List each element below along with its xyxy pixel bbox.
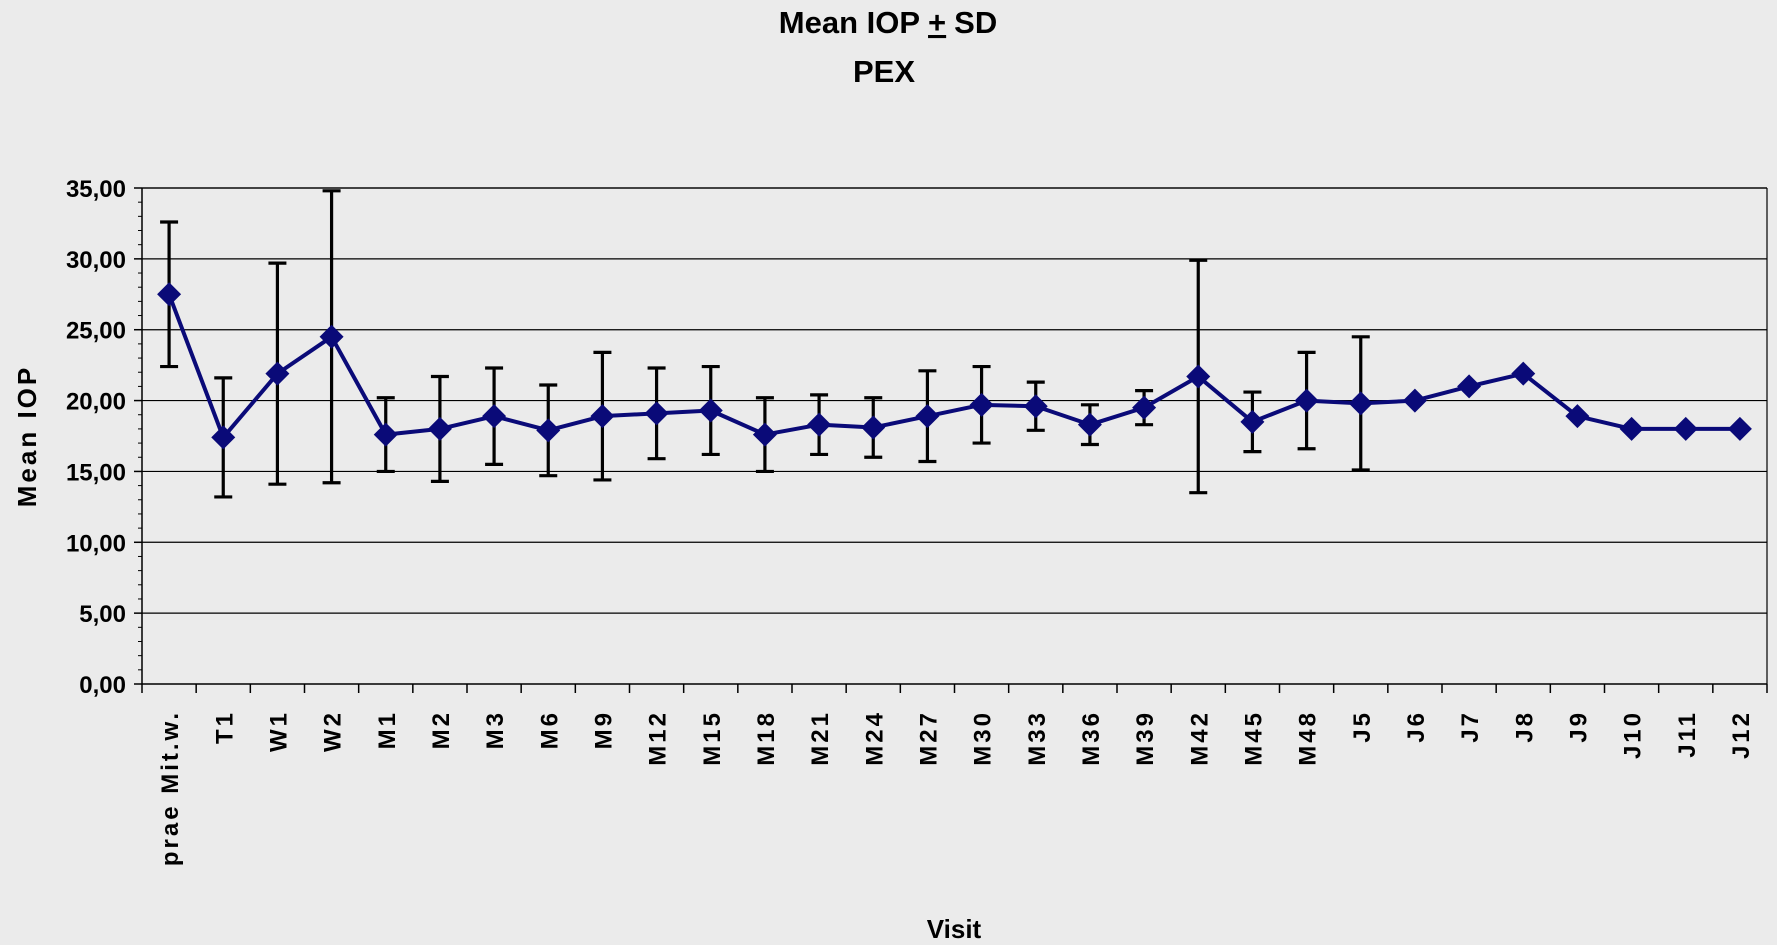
- x-tick-label: M42: [1186, 710, 1213, 766]
- y-tick-label: 20,00: [66, 389, 126, 416]
- data-point-marker: [1402, 388, 1427, 413]
- x-tick-label: M15: [699, 710, 726, 766]
- data-point-marker: [482, 404, 507, 429]
- data-point-marker: [1240, 409, 1265, 434]
- y-tick-label: 30,00: [66, 247, 126, 274]
- data-point-marker: [536, 418, 561, 443]
- y-tick-labels: 0,00 5,00 10,00 15,00 20,00 25,00 30,00 35,00: [66, 176, 126, 699]
- x-tick-label: W2: [320, 710, 347, 752]
- data-point-marker: [644, 401, 669, 426]
- chart-subtitle: PEX: [853, 54, 915, 89]
- x-tick-labels: prae Mit.w. T1 W1 W2 M1 M2 M3 M6 M9 M12 M15 M18 M21 M…: [157, 710, 1755, 866]
- data-point-marker: [861, 415, 886, 440]
- x-tick-label: prae Mit.w.: [157, 710, 184, 866]
- data-point-marker: [1077, 412, 1102, 437]
- x-tick-label: J11: [1674, 710, 1701, 758]
- x-tick-label: M3: [482, 710, 509, 749]
- data-point-marker: [1619, 416, 1644, 441]
- data-point-marker: [1457, 374, 1482, 399]
- x-tick-label: M30: [970, 710, 997, 766]
- x-tick-label: M12: [645, 710, 672, 766]
- x-tick-label: M21: [807, 710, 834, 766]
- x-tick-label: M18: [753, 710, 780, 766]
- data-point-marker: [1348, 391, 1373, 416]
- data-point-marker: [807, 412, 832, 437]
- data-point-marker: [427, 416, 452, 441]
- data-point-marker: [319, 324, 344, 349]
- data-point-marker: [1186, 364, 1211, 389]
- data-point-marker: [698, 398, 723, 423]
- x-tick-label: M2: [428, 710, 455, 749]
- axis-layer: [134, 187, 1768, 693]
- data-point-marker: [1565, 404, 1590, 429]
- x-axis-label: Visit: [927, 914, 982, 944]
- x-tick-label: M36: [1078, 710, 1105, 766]
- chart-title-sd: SD: [954, 5, 997, 40]
- series-layer: [157, 282, 1752, 450]
- y-tick-label: 0,00: [79, 672, 126, 699]
- data-point-marker: [157, 282, 182, 307]
- x-tick-label: M6: [536, 710, 563, 749]
- x-tick-label: M48: [1295, 710, 1322, 766]
- x-tick-label: M1: [374, 710, 401, 749]
- x-tick-label: J10: [1620, 710, 1647, 759]
- x-tick-label: M33: [1024, 710, 1051, 766]
- data-point-marker: [590, 404, 615, 429]
- y-axis-label: Mean IOP: [12, 365, 42, 507]
- x-tick-label: J8: [1511, 710, 1538, 743]
- data-point-marker: [373, 422, 398, 447]
- data-point-marker: [1132, 395, 1157, 420]
- data-point-marker: [752, 422, 777, 447]
- y-tick-label: 5,00: [79, 601, 126, 628]
- data-point-marker: [1511, 361, 1536, 386]
- data-point-marker: [1727, 416, 1752, 441]
- data-point-marker: [969, 392, 994, 417]
- x-tick-label: M39: [1132, 710, 1159, 766]
- y-tick-label: 35,00: [66, 176, 126, 203]
- y-tick-label: 10,00: [66, 530, 126, 557]
- data-point-marker: [211, 425, 236, 450]
- data-point-marker: [265, 361, 290, 386]
- x-tick-label: M45: [1240, 710, 1267, 766]
- x-tick-label: W1: [265, 710, 292, 752]
- data-point-marker: [1294, 388, 1319, 413]
- x-tick-label: J5: [1349, 710, 1376, 743]
- y-tick-label: 25,00: [66, 318, 126, 345]
- x-tick-label: J6: [1403, 710, 1430, 743]
- error-bars: [160, 189, 1370, 499]
- x-tick-label: M24: [861, 710, 888, 766]
- x-tick-label: J7: [1457, 710, 1484, 743]
- x-tick-label: M27: [915, 710, 942, 766]
- x-tick-label: M9: [590, 710, 617, 749]
- data-point-marker: [1023, 394, 1048, 419]
- chart-title-pm: +: [928, 5, 946, 40]
- data-point-marker: [915, 404, 940, 429]
- chart-title: Mean IOP + SD: [779, 5, 997, 40]
- data-point-marker: [1673, 416, 1698, 441]
- x-tick-label: J9: [1565, 710, 1592, 743]
- x-tick-label: J12: [1728, 710, 1755, 759]
- y-tick-label: 15,00: [66, 459, 126, 486]
- chart-title-main: Mean IOP: [779, 5, 920, 40]
- x-tick-label: T1: [211, 710, 238, 744]
- series-line: [167, 293, 1740, 440]
